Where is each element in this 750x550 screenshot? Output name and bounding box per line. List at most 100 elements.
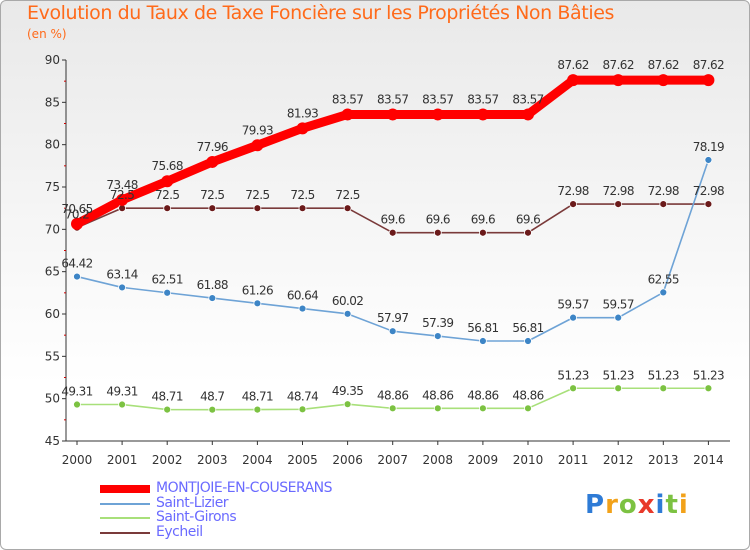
logo-letter: i bbox=[678, 490, 689, 520]
data-label: 72.98 bbox=[557, 184, 588, 198]
logo-letter: i bbox=[655, 490, 666, 520]
x-tick-label: 2000 bbox=[62, 453, 93, 467]
data-point bbox=[163, 204, 172, 213]
data-label: 69.6 bbox=[426, 213, 450, 227]
data-label: 48.7 bbox=[200, 390, 224, 404]
data-label: 87.62 bbox=[693, 58, 724, 72]
logo-letter: x bbox=[637, 490, 656, 520]
data-point bbox=[524, 404, 532, 413]
data-point bbox=[431, 108, 444, 121]
data-label: 48.86 bbox=[467, 388, 498, 402]
data-point bbox=[388, 228, 397, 237]
x-tick-label: 2012 bbox=[603, 453, 634, 467]
data-point bbox=[614, 384, 623, 393]
data-point bbox=[614, 313, 623, 322]
data-label: 83.57 bbox=[467, 92, 498, 106]
data-label: 78.19 bbox=[693, 140, 724, 154]
data-point bbox=[657, 74, 670, 87]
data-point bbox=[298, 405, 307, 414]
x-tick-label: 2004 bbox=[242, 453, 273, 467]
data-label: 72.98 bbox=[693, 184, 724, 198]
data-point bbox=[71, 217, 83, 230]
data-label: 72.5 bbox=[290, 188, 314, 202]
data-point bbox=[251, 139, 264, 152]
data-label: 61.26 bbox=[242, 283, 273, 297]
data-point bbox=[163, 405, 172, 414]
logo-letter: P bbox=[585, 490, 606, 520]
data-label: 72.5 bbox=[335, 188, 359, 202]
data-label: 59.57 bbox=[603, 298, 634, 312]
data-point bbox=[253, 405, 262, 414]
data-point bbox=[73, 272, 81, 281]
logo-letter: r bbox=[605, 490, 619, 520]
x-tick-label: 2005 bbox=[287, 453, 318, 467]
data-label: 48.71 bbox=[242, 390, 273, 404]
data-point bbox=[704, 384, 713, 393]
data-label: 57.39 bbox=[422, 316, 453, 330]
data-label: 70.2 bbox=[65, 208, 89, 222]
data-point bbox=[522, 108, 534, 121]
data-label: 51.23 bbox=[648, 368, 679, 382]
data-label: 60.64 bbox=[287, 289, 318, 303]
data-point bbox=[73, 400, 81, 409]
data-label: 48.71 bbox=[152, 390, 183, 404]
data-label: 77.96 bbox=[197, 140, 228, 154]
data-label: 64.42 bbox=[61, 257, 92, 271]
x-tick-label: 2003 bbox=[197, 453, 228, 467]
data-label: 48.86 bbox=[422, 388, 453, 402]
data-point bbox=[206, 155, 219, 168]
x-tick-label: 2007 bbox=[377, 453, 408, 467]
data-label: 75.68 bbox=[152, 159, 183, 173]
y-tick-label: 45 bbox=[45, 434, 60, 448]
x-tick-label: 2009 bbox=[468, 453, 499, 467]
x-tick-label: 2006 bbox=[332, 453, 363, 467]
data-label: 49.35 bbox=[332, 384, 363, 398]
data-point bbox=[567, 74, 580, 87]
y-tick-label: 70 bbox=[45, 222, 60, 236]
data-label: 87.62 bbox=[648, 58, 679, 72]
data-label: 48.86 bbox=[512, 388, 543, 402]
data-point bbox=[612, 74, 625, 87]
data-label: 51.23 bbox=[603, 368, 634, 382]
legend-swatch-eycheil bbox=[100, 531, 150, 534]
data-label: 83.57 bbox=[422, 92, 453, 106]
data-label: 72.5 bbox=[200, 188, 224, 202]
data-label: 61.88 bbox=[197, 278, 228, 292]
y-tick-label: 85 bbox=[45, 95, 60, 109]
data-label: 87.62 bbox=[603, 58, 634, 72]
x-tick-label: 2011 bbox=[558, 453, 589, 467]
data-point bbox=[298, 304, 307, 313]
data-point bbox=[298, 204, 307, 213]
data-point bbox=[433, 404, 442, 413]
data-point bbox=[208, 294, 217, 302]
legend-swatch-montjoie bbox=[100, 485, 150, 493]
data-label: 51.23 bbox=[557, 368, 588, 382]
chart-subtitle: (en %) bbox=[27, 27, 67, 41]
data-point bbox=[116, 193, 129, 206]
data-label: 72.5 bbox=[110, 188, 134, 202]
data-label: 60.02 bbox=[332, 294, 363, 308]
data-point bbox=[614, 200, 623, 209]
data-label: 83.57 bbox=[332, 92, 363, 106]
data-label: 62.55 bbox=[648, 272, 679, 286]
data-label: 59.57 bbox=[557, 298, 588, 312]
data-point bbox=[118, 400, 126, 409]
data-point bbox=[433, 332, 442, 340]
data-point bbox=[659, 288, 668, 297]
data-point bbox=[388, 404, 397, 413]
legend-swatch-saint-girons bbox=[100, 517, 150, 519]
data-label: 87.62 bbox=[557, 58, 588, 72]
data-point bbox=[388, 327, 397, 336]
y-tick-label: 65 bbox=[45, 265, 60, 279]
data-label: 63.14 bbox=[106, 267, 137, 281]
data-point bbox=[208, 204, 217, 213]
data-label: 72.98 bbox=[603, 184, 634, 198]
data-point bbox=[569, 200, 577, 209]
data-label: 72.5 bbox=[155, 188, 179, 202]
data-point bbox=[343, 204, 352, 213]
proxiti-logo: Proxiti bbox=[585, 490, 689, 520]
data-point bbox=[343, 400, 352, 409]
chart-title: Evolution du Taux de Taxe Foncière sur l… bbox=[27, 2, 615, 24]
y-tick-label: 80 bbox=[45, 138, 60, 152]
data-point bbox=[253, 204, 262, 213]
